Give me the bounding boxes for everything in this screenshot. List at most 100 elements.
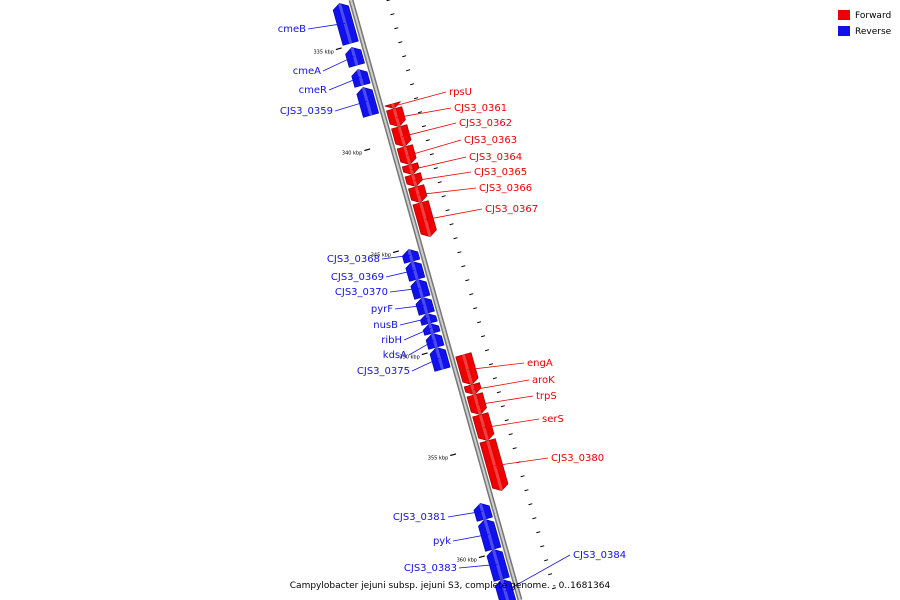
gene-label-CJS3_0368[interactable]: CJS3_0368 xyxy=(327,254,380,265)
gene-label-CJS3_0370[interactable]: CJS3_0370 xyxy=(335,287,388,298)
callout-line-CJS3_0375 xyxy=(411,357,440,372)
gene-arrow-pyrF[interactable] xyxy=(415,296,435,316)
gene-label-trpS[interactable]: trpS xyxy=(536,391,557,402)
major-tick xyxy=(335,47,342,51)
minor-tick xyxy=(477,321,482,324)
legend-reverse[interactable]: Reverse xyxy=(838,26,892,37)
gene-label-engA[interactable]: engA xyxy=(527,358,553,369)
gene-arrow-cmeR[interactable] xyxy=(351,68,371,88)
gene-arrow-cmeB[interactable] xyxy=(332,2,359,46)
gene-label-pyrF[interactable]: pyrF xyxy=(371,304,393,315)
gene-arrow-CJS3_0383[interactable] xyxy=(486,548,510,582)
minor-tick xyxy=(540,545,545,548)
gene-label-CJS3_0384[interactable]: CJS3_0384 xyxy=(573,550,626,561)
gene-highlight-trpS xyxy=(473,394,482,416)
gene-label-cmeR[interactable]: cmeR xyxy=(299,85,327,96)
gene-arrow-pyk[interactable] xyxy=(478,518,502,552)
gene-arrow-CJS3_0380[interactable] xyxy=(479,438,509,492)
gene-label-CJS3_0375[interactable]: CJS3_0375 xyxy=(357,366,410,377)
gene-label-CJS3_0362[interactable]: CJS3_0362 xyxy=(459,118,512,129)
gene-label-cmeA[interactable]: cmeA xyxy=(293,66,321,77)
gene-arrow-CJS3_0362[interactable] xyxy=(391,124,412,148)
minor-tick xyxy=(500,405,505,408)
gene-highlight-CJS3_0380 xyxy=(486,440,504,492)
gene-arrow-kdsA[interactable] xyxy=(425,332,445,350)
minor-tick xyxy=(536,531,541,534)
gene-arrow-CJS3_0368[interactable] xyxy=(402,248,421,264)
map-caption: Campylobacter jejuni subsp. jejuni S3, c… xyxy=(290,581,611,591)
callout-line-CJS3_0380 xyxy=(494,457,549,467)
gene-arrow-CJS3_0365[interactable] xyxy=(404,172,423,188)
gene-arrow-CJS3_0364[interactable] xyxy=(401,162,420,176)
callout-line-cmeB xyxy=(307,22,346,30)
gene-arrow-trpS[interactable] xyxy=(466,392,487,416)
gene-label-rpsU[interactable]: rpsU xyxy=(449,87,472,98)
gene-arrow-CJS3_0384[interactable] xyxy=(494,578,517,600)
gene-arrow-CJS3_0366[interactable] xyxy=(408,184,428,204)
callout-line-CJS3_0368 xyxy=(381,254,411,260)
gene-arrow-ribH[interactable] xyxy=(422,322,441,336)
gene-highlight-CJS3_0375 xyxy=(434,346,444,370)
minor-tick xyxy=(532,517,537,520)
legend-forward-swatch xyxy=(838,10,850,20)
axis-tick-label: 350 kbp xyxy=(399,355,419,361)
gene-label-CJS3_0359[interactable]: CJS3_0359 xyxy=(280,106,333,117)
gene-arrow-CJS3_0361[interactable] xyxy=(386,106,406,128)
gene-arrow-cmeA[interactable] xyxy=(345,46,365,68)
minor-tick xyxy=(453,237,458,240)
callout-line-pyrF xyxy=(394,304,425,310)
gene-label-CJS3_0367[interactable]: CJS3_0367 xyxy=(485,204,538,215)
gene-label-nusB[interactable]: nusB xyxy=(373,320,398,331)
gene-arrow-CJS3_0370[interactable] xyxy=(410,278,431,300)
gene-label-cmeB[interactable]: cmeB xyxy=(278,24,306,35)
gene-arrow-CJS3_0359[interactable] xyxy=(356,86,380,118)
gene-arrow-CJS3_0375[interactable] xyxy=(429,346,451,372)
minor-tick xyxy=(469,293,474,296)
minor-tick xyxy=(492,377,497,380)
gene-arrow-nusB[interactable] xyxy=(420,312,438,326)
gene-highlight-rpsU xyxy=(391,103,396,110)
axis-tick-label: 340 kbp xyxy=(342,151,362,157)
gene-label-ribH[interactable]: ribH xyxy=(381,335,402,346)
gene-arrow-serS[interactable] xyxy=(472,412,495,442)
gene-label-CJS3_0381[interactable]: CJS3_0381 xyxy=(393,512,446,523)
callout-line-trpS xyxy=(477,395,534,406)
gene-label-CJS3_0361[interactable]: CJS3_0361 xyxy=(454,103,507,114)
gene-highlight-CJS3_0362 xyxy=(397,126,407,148)
gene-arrow-CJS3_0367[interactable] xyxy=(412,200,437,238)
gene-label-pyk[interactable]: pyk xyxy=(433,536,451,547)
callout-line-rpsU xyxy=(393,91,447,107)
callout-line-serS xyxy=(483,418,540,429)
minor-tick xyxy=(406,69,411,72)
gene-label-CJS3_0365[interactable]: CJS3_0365 xyxy=(474,167,527,178)
gene-label-CJS3_0366[interactable]: CJS3_0366 xyxy=(479,183,532,194)
gene-arrow-CJS3_0381[interactable] xyxy=(473,502,493,522)
gene-label-CJS3_0369[interactable]: CJS3_0369 xyxy=(331,272,384,283)
gene-label-serS[interactable]: serS xyxy=(542,414,564,425)
legend: Forward Reverse xyxy=(838,10,892,37)
gene-arrow-CJS3_0363[interactable] xyxy=(396,144,417,166)
gene-highlight-CJS3_0368 xyxy=(407,248,414,262)
legend-forward[interactable]: Forward xyxy=(838,10,891,21)
gene-label-CJS3_0380[interactable]: CJS3_0380 xyxy=(551,453,604,464)
gene-label-CJS3_0364[interactable]: CJS3_0364 xyxy=(469,152,522,163)
minor-tick xyxy=(437,181,442,184)
minor-tick xyxy=(481,335,486,338)
minor-tick xyxy=(410,83,415,86)
gene-highlight-CJS3_0364 xyxy=(408,164,415,176)
gene-highlight-cmeR xyxy=(356,68,364,86)
gene-label-kdsA[interactable]: kdsA xyxy=(383,350,407,361)
callout-line-CJS3_0381 xyxy=(447,510,483,518)
gene-label-CJS3_0383[interactable]: CJS3_0383 xyxy=(404,563,457,574)
gene-arrow-engA[interactable] xyxy=(455,352,479,386)
major-tick xyxy=(364,148,371,152)
gene-arrow-aroK[interactable] xyxy=(463,382,482,396)
gene-label-aroK[interactable]: aroK xyxy=(532,375,555,386)
callout-line-CJS3_0362 xyxy=(401,122,457,138)
minor-tick xyxy=(441,195,446,198)
minor-tick xyxy=(433,167,438,170)
gene-label-CJS3_0363[interactable]: CJS3_0363 xyxy=(464,135,517,146)
callout-line-aroK xyxy=(473,379,530,391)
gene-arrow-CJS3_0369[interactable] xyxy=(405,260,426,282)
